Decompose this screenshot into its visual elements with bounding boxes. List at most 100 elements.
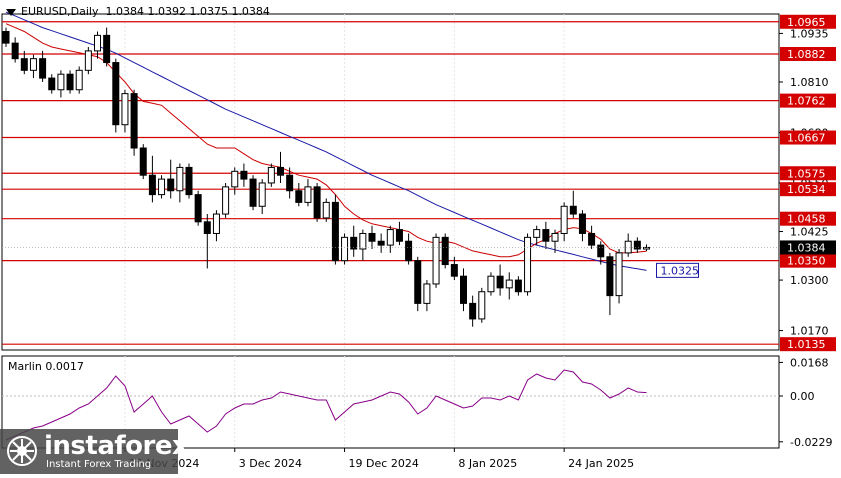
date-label: 8 Jan 2025 xyxy=(458,457,517,470)
candle-body xyxy=(514,279,522,293)
candle-body xyxy=(176,166,184,192)
candle-body xyxy=(533,229,541,238)
current-price-label: 1.0384 xyxy=(787,241,826,254)
ma-blue-value-box xyxy=(656,262,699,278)
level-price-label: 1.0534 xyxy=(787,183,826,196)
candles-group xyxy=(2,27,650,327)
level-price-label: 1.0135 xyxy=(787,338,826,351)
candle-body xyxy=(524,236,532,293)
candle-body xyxy=(551,232,559,242)
instaforex-logo: instaforex Instant Forex Trading xyxy=(0,429,189,474)
candle-body xyxy=(505,279,513,289)
marlin-tick-label: 0.0168 xyxy=(790,356,829,369)
candle-body xyxy=(487,275,495,293)
candle-body xyxy=(560,205,568,234)
level-price-badge xyxy=(780,182,836,197)
candle-body xyxy=(450,264,458,277)
candle-body xyxy=(304,186,312,203)
date-label: 19 Dec 2024 xyxy=(349,457,419,470)
candle-body xyxy=(313,186,321,219)
candle-body xyxy=(84,50,92,71)
candle-body xyxy=(139,147,147,176)
candle-body xyxy=(395,229,403,242)
candle-body xyxy=(350,236,358,250)
candle-body xyxy=(322,201,330,219)
price-tick-label: 1.0425 xyxy=(790,226,829,239)
candle-body xyxy=(423,283,431,304)
candle-body xyxy=(258,182,266,207)
candle-body xyxy=(185,166,193,196)
level-price-badge xyxy=(780,166,836,181)
ma-blue-value-label: 1.0325 xyxy=(661,264,700,277)
candle-body xyxy=(405,240,413,262)
level-price-badge xyxy=(780,93,836,108)
candle-body xyxy=(615,252,623,297)
candle-body xyxy=(588,232,596,246)
level-price-badge xyxy=(780,130,836,145)
candle-body xyxy=(331,201,339,262)
candle-body xyxy=(368,232,376,242)
candle-body xyxy=(231,170,239,188)
candle-body xyxy=(194,194,202,223)
candle-body xyxy=(75,69,83,91)
candle-body xyxy=(66,73,74,91)
candle-body xyxy=(414,260,422,304)
instaforex-logo-icon xyxy=(7,436,37,466)
ohlc-values: 1.0384 1.0392 1.0375 1.0384 xyxy=(105,5,270,18)
price-tick-label: 1.0810 xyxy=(790,76,829,89)
candle-body xyxy=(606,256,614,297)
candle-body xyxy=(542,229,550,242)
candle-body xyxy=(569,205,577,215)
marlin-line xyxy=(5,369,647,441)
candle-body xyxy=(130,93,138,149)
level-price-label: 1.0762 xyxy=(787,95,826,108)
level-price-label: 1.0575 xyxy=(787,167,826,180)
dropdown-arrow-icon[interactable] xyxy=(6,8,16,16)
candle-body xyxy=(112,62,120,126)
candle-body xyxy=(359,232,367,250)
level-price-label: 1.0965 xyxy=(787,16,826,29)
candle-body xyxy=(624,240,632,254)
logo-tagline: Instant Forex Trading xyxy=(46,459,152,470)
candle-body xyxy=(386,229,394,246)
candle-body xyxy=(249,178,257,207)
main-panel-frame xyxy=(1,13,780,351)
level-price-badge xyxy=(780,211,836,226)
marlin-tick-label: 0.00 xyxy=(790,390,815,403)
candle-body xyxy=(286,174,294,192)
level-price-badge xyxy=(780,14,836,29)
level-price-label: 1.0882 xyxy=(787,48,826,61)
candle-body xyxy=(48,77,56,91)
level-price-badge xyxy=(780,337,836,352)
candle-body xyxy=(222,186,230,215)
indicator-label: Marlin 0.0017 xyxy=(8,360,84,373)
candle-body xyxy=(240,170,248,180)
candle-body xyxy=(167,178,175,192)
symbol-header: EURUSD,Daily 1.0384 1.0392 1.0375 1.0384 xyxy=(6,5,270,18)
candle-body xyxy=(469,302,477,320)
price-tick-label: 1.0300 xyxy=(790,274,829,287)
symbol-name: EURUSD,Daily xyxy=(21,5,99,18)
candle-body xyxy=(39,58,47,79)
candle-body xyxy=(203,221,211,234)
candle-body xyxy=(496,275,504,289)
price-tick-label: 1.0935 xyxy=(790,27,829,40)
candle-body xyxy=(643,246,650,250)
candle-body xyxy=(633,240,641,250)
candle-body xyxy=(11,42,19,60)
candle-body xyxy=(267,166,275,184)
candle-body xyxy=(277,166,284,176)
candle-body xyxy=(432,236,440,285)
candle-body xyxy=(158,178,166,196)
candle-body xyxy=(341,236,349,262)
candle-body xyxy=(441,236,449,266)
candle-body xyxy=(478,291,486,320)
logo-brand: instaforex xyxy=(44,431,189,461)
candle-body xyxy=(29,58,37,71)
candle-body xyxy=(121,93,129,126)
candle-body xyxy=(94,34,101,52)
marlin-tick-label: -0.0229 xyxy=(790,436,832,449)
level-price-label: 1.0458 xyxy=(787,213,826,226)
